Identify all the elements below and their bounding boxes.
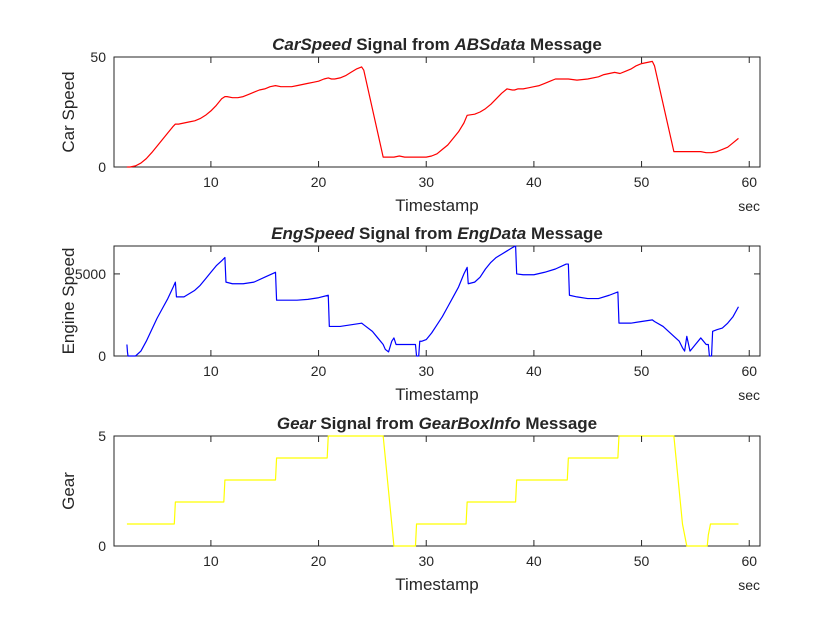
car-speed-x-unit-label: sec xyxy=(738,198,760,214)
gear-title-part: Message xyxy=(521,414,598,433)
gear-chart-title: Gear Signal from GearBoxInfo Message xyxy=(277,414,597,433)
gear-y-tick-label: 0 xyxy=(98,538,106,554)
car-speed-x-tick-label: 40 xyxy=(526,174,542,190)
engine-speed-x-axis-label: Timestamp xyxy=(395,385,478,404)
car-speed-x-tick-label: 50 xyxy=(634,174,650,190)
car-speed-title-part: Signal from xyxy=(352,35,455,54)
gear-title-part: Signal from xyxy=(316,414,419,433)
car-speed-x-tick-label: 60 xyxy=(741,174,757,190)
engine-speed-x-tick-label: 10 xyxy=(203,363,219,379)
car-speed-x-tick-label: 10 xyxy=(203,174,219,190)
engine-speed-x-tick-label: 50 xyxy=(634,363,650,379)
car-speed-title-part: CarSpeed xyxy=(272,35,352,54)
gear-x-axis-label: Timestamp xyxy=(395,575,478,594)
car-speed-x-axis-label: Timestamp xyxy=(395,196,478,215)
car-speed-y-tick-label: 0 xyxy=(98,159,106,175)
gear-plot-area xyxy=(113,435,761,547)
gear-x-tick-label: 30 xyxy=(418,553,434,569)
engine-speed-title-part: Signal from xyxy=(354,224,457,243)
gear-y-tick-label: 5 xyxy=(98,428,106,444)
engine-speed-y-axis-label: Engine Speed xyxy=(59,248,78,355)
gear-x-tick-label: 10 xyxy=(203,553,219,569)
gear-series-line xyxy=(126,435,739,547)
car-speed-title-part: Message xyxy=(525,35,602,54)
engine-speed-x-tick-label: 20 xyxy=(311,363,327,379)
engine-speed-x-unit-label: sec xyxy=(738,387,760,403)
car-speed-x-tick-label: 30 xyxy=(418,174,434,190)
gear-x-tick-label: 50 xyxy=(634,553,650,569)
engine-speed-y-tick-label: 5000 xyxy=(75,266,106,282)
gear-title-part: GearBoxInfo xyxy=(419,414,521,433)
engine-speed-chart-title: EngSpeed Signal from EngData Message xyxy=(271,224,603,243)
gear-x-unit-label: sec xyxy=(738,577,760,593)
car-speed-plot-area xyxy=(113,56,761,168)
car-speed-y-axis-label: Car Speed xyxy=(59,71,78,152)
engine-speed-title-part: EngData xyxy=(457,224,526,243)
car-speed-x-tick-label: 20 xyxy=(311,174,327,190)
engine-speed-x-tick-label: 30 xyxy=(418,363,434,379)
gear-x-tick-label: 20 xyxy=(311,553,327,569)
car-speed-series-line xyxy=(126,60,739,168)
car-speed-chart: 10 20 30 40 50 60 0 50 CarSpeed Signal from ABSd… xyxy=(59,35,761,215)
gear-x-tick-label: 60 xyxy=(741,553,757,569)
gear-title-part: Gear xyxy=(277,414,317,433)
car-speed-title-part: ABSdata xyxy=(453,35,525,54)
engine-speed-title-part: EngSpeed xyxy=(271,224,355,243)
car-speed-chart-title: CarSpeed Signal from ABSdata Message xyxy=(272,35,602,54)
engine-speed-title-part: Message xyxy=(526,224,603,243)
gear-y-axis-label: Gear xyxy=(59,472,78,510)
engine-speed-series-line xyxy=(126,245,739,357)
engine-speed-y-tick-label: 0 xyxy=(98,348,106,364)
car-speed-y-tick-label: 50 xyxy=(90,49,106,65)
engine-speed-x-tick-label: 40 xyxy=(526,363,542,379)
engine-speed-chart: 10 20 30 40 50 60 0 5000 EngSpeed Signal from En… xyxy=(59,224,761,404)
gear-x-tick-label: 40 xyxy=(526,553,542,569)
engine-speed-x-tick-label: 60 xyxy=(741,363,757,379)
engine-speed-plot-area xyxy=(113,245,761,357)
gear-chart: 10 20 30 40 50 60 0 5 Gear Signal from GearBoxIn… xyxy=(59,414,761,594)
